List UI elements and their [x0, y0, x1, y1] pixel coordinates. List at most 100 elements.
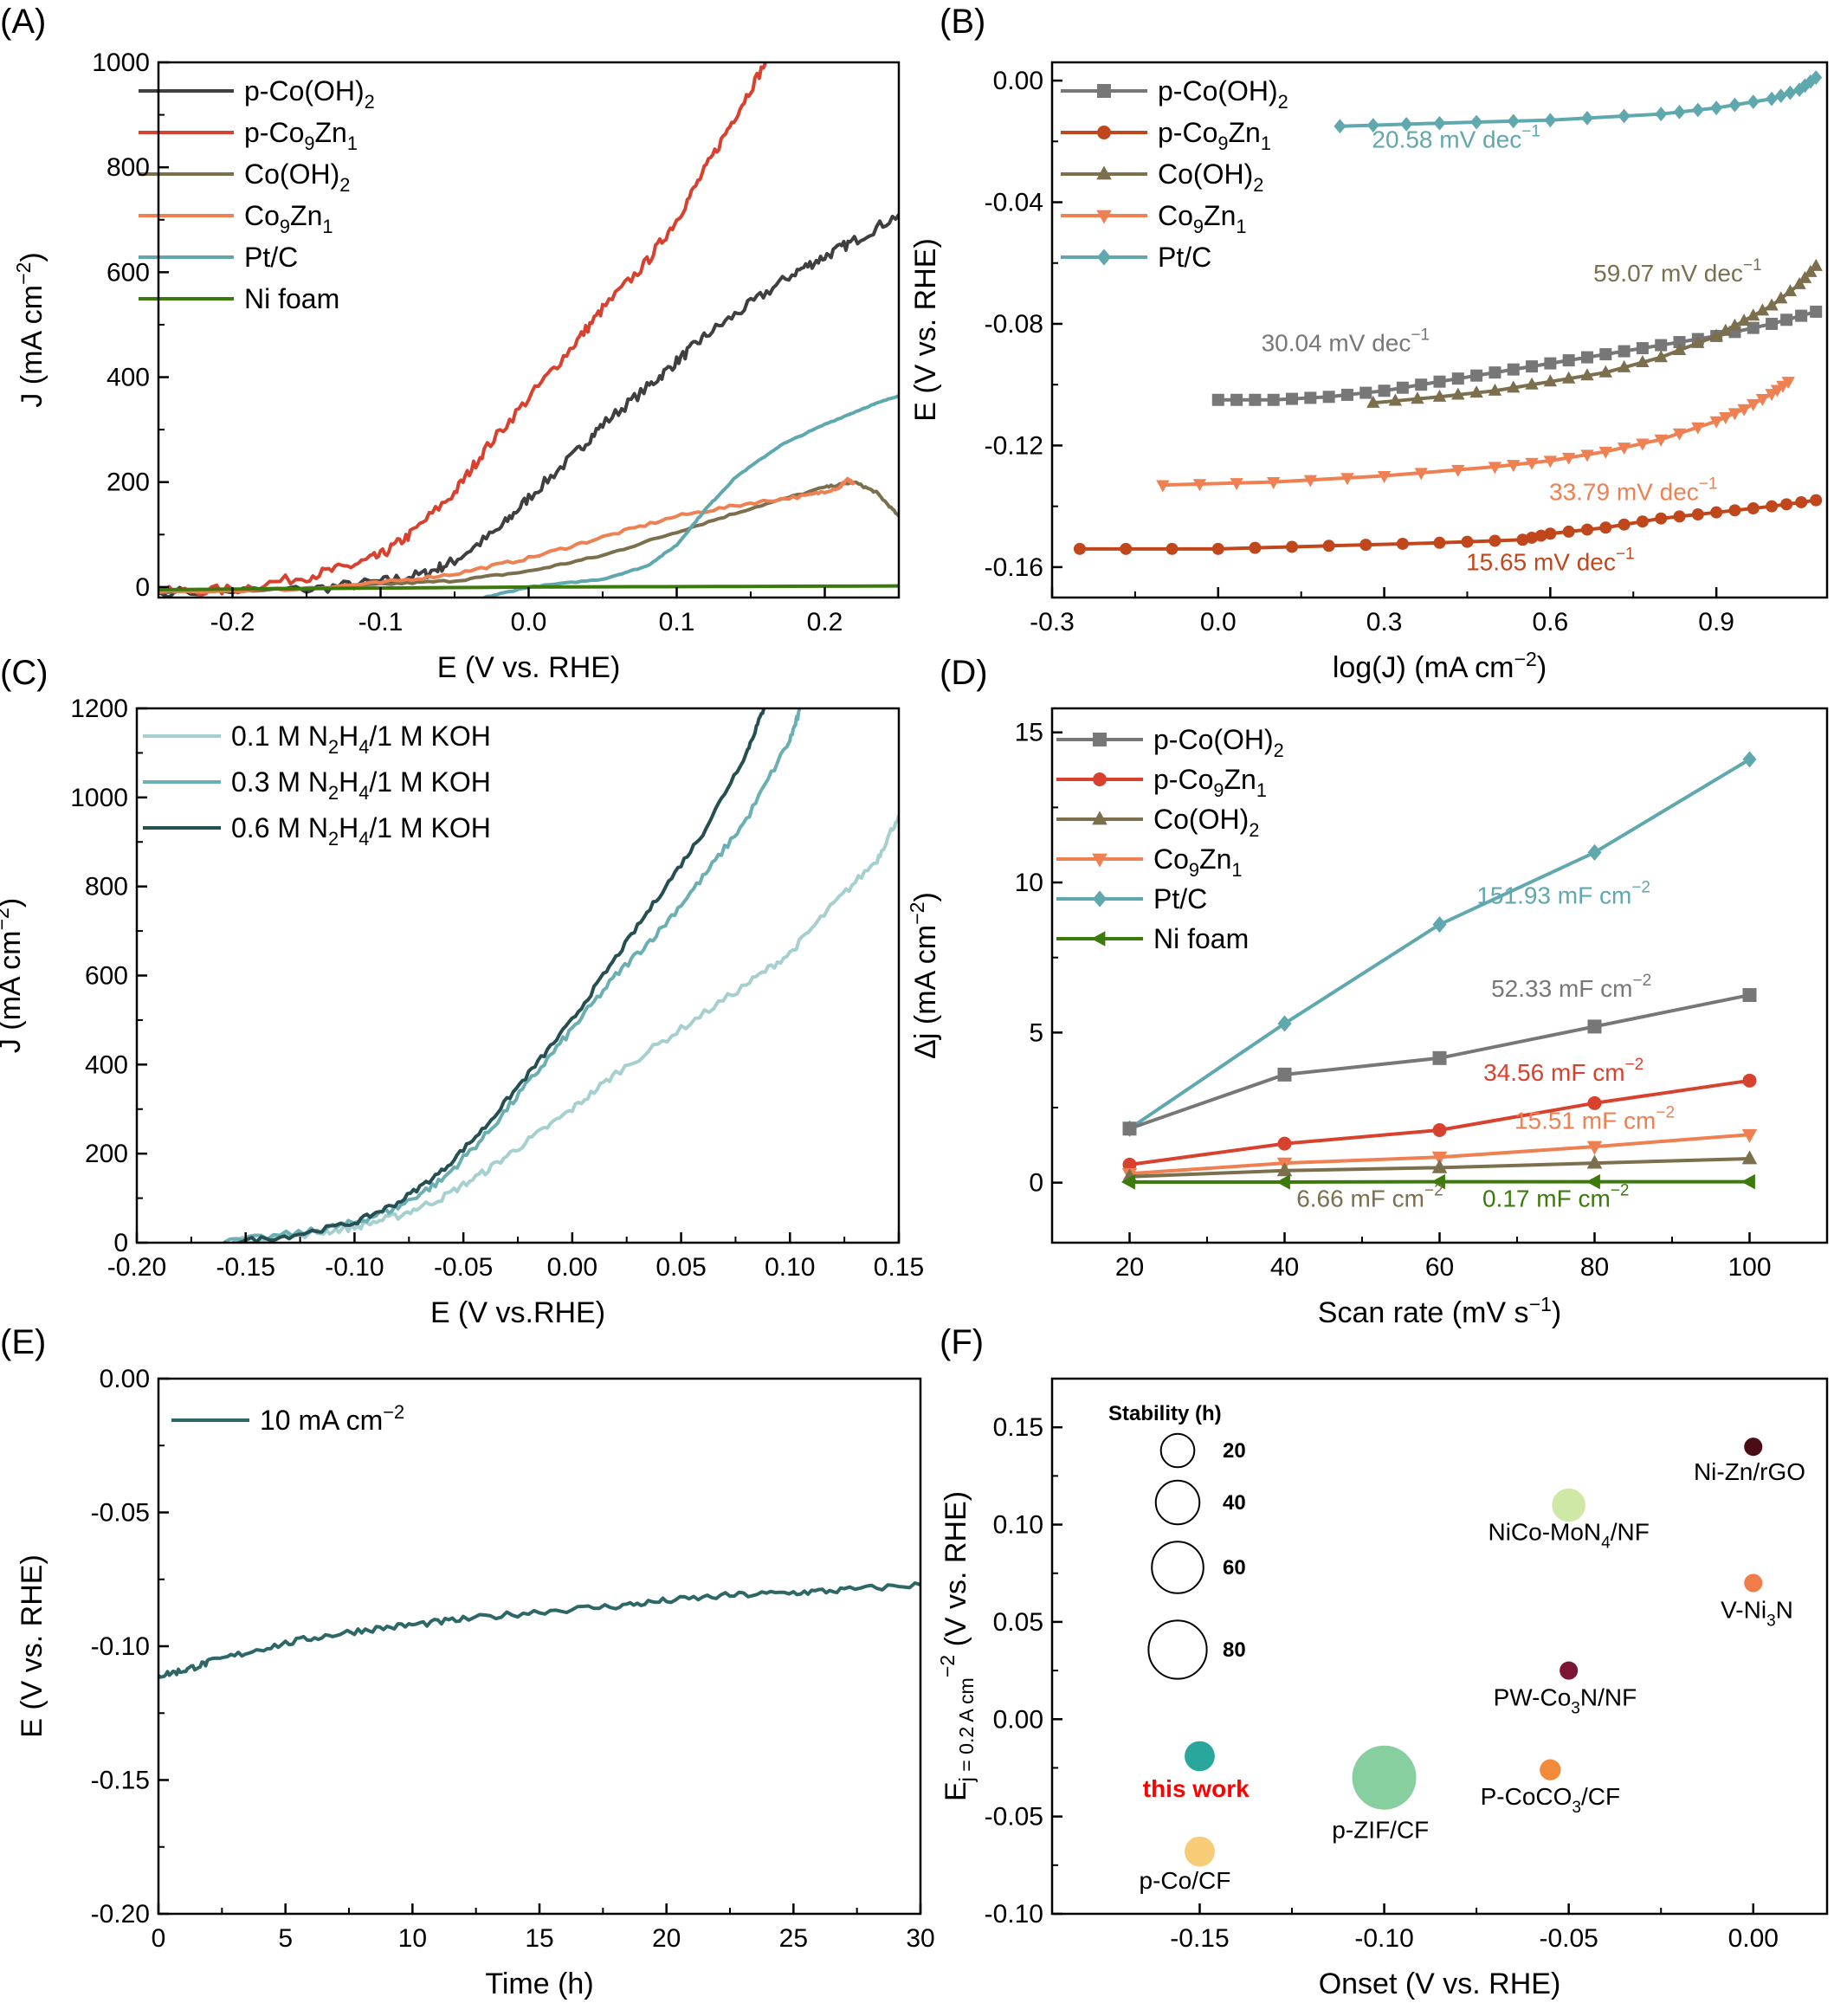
data-point: [1728, 504, 1741, 517]
data-point: [1673, 336, 1686, 349]
data-point: [1267, 476, 1281, 489]
x-tick-label: 20: [652, 1924, 681, 1953]
data-point: [1488, 462, 1502, 475]
data-point: [1793, 82, 1806, 98]
y-tick-label: 200: [85, 1140, 128, 1168]
x-tick-label: 0.15: [874, 1253, 924, 1282]
x-tick-label: 0.00: [547, 1253, 597, 1282]
y-tick-label: -0.10: [91, 1632, 150, 1661]
y-tick-label: 800: [107, 153, 150, 182]
plot-area: [158, 62, 899, 598]
data-point: [1378, 384, 1391, 397]
data-point: [1727, 408, 1742, 421]
y-axis-label: E (V vs. RHE): [909, 238, 942, 422]
data-point: [1587, 843, 1602, 861]
x-tick-label: 0.0: [511, 608, 547, 636]
x-tick-label: 0.3: [1366, 608, 1403, 636]
y-tick-label: -0.05: [91, 1499, 150, 1528]
data-point: [1587, 1095, 1602, 1110]
data-point: [1411, 391, 1424, 404]
y-tick-label: 800: [85, 873, 128, 901]
legend-label: p-Co(OH)2: [244, 75, 375, 113]
data-point: [1122, 1121, 1137, 1136]
data-point: [1673, 104, 1686, 120]
series-line: [158, 62, 767, 598]
data-point: [1810, 494, 1823, 507]
data-point: [1432, 389, 1447, 402]
data-point: [1741, 1150, 1758, 1165]
data-point: [1783, 284, 1798, 297]
legend-label: Co9Zn1: [1153, 843, 1242, 881]
data-point: [1654, 434, 1668, 447]
data-point: [1747, 308, 1760, 321]
data-point: [1525, 457, 1539, 470]
data-point: [1120, 542, 1133, 555]
data-point: [1727, 318, 1742, 331]
x-tick-label: -0.15: [216, 1253, 275, 1282]
series-line: [158, 213, 899, 598]
data-point: [1396, 537, 1409, 550]
size-legend-value: 60: [1223, 1556, 1246, 1580]
size-legend-value: 40: [1223, 1491, 1246, 1515]
legend-entry: 0.6 M N2H4/1 M KOH: [143, 812, 491, 850]
y-axis-label: E (V vs. RHE): [16, 1554, 48, 1738]
data-point: [1709, 328, 1723, 341]
annotation: 33.79 mV dec−1: [1549, 475, 1717, 506]
size-legend-circle: [1151, 1541, 1204, 1594]
x-tick-label: -0.15: [1170, 1924, 1229, 1953]
legend-entry: p-Co(OH)2: [1061, 75, 1288, 113]
y-tick-label: 0.00: [993, 1705, 1043, 1734]
x-tick-label: 0.2: [807, 608, 843, 636]
legend-label: 10 mA cm−2: [260, 1401, 404, 1436]
panel-D: (D) 151.93 mF cm−2 52.33 mF cm−2 34.56 mF c…: [906, 654, 1829, 1329]
data-point: [1275, 1174, 1290, 1190]
data-point: [1710, 100, 1723, 116]
point-label: p-Co/CF: [1140, 1867, 1231, 1894]
legend-entry: Ni foam: [139, 283, 339, 314]
series-line: [483, 393, 899, 598]
annotation: 0.17 mF cm−2: [1482, 1181, 1630, 1212]
y-tick-label: 1000: [70, 784, 128, 812]
x-tick-label: 80: [1580, 1253, 1609, 1282]
point-label: V-Ni3N: [1721, 1596, 1793, 1630]
data-point: [1598, 365, 1612, 378]
data-point: [1672, 428, 1687, 441]
data-point: [1192, 479, 1207, 492]
annotation: 34.56 mF cm−2: [1483, 1056, 1643, 1086]
size-legend-circle: [1159, 1432, 1196, 1469]
data-point: [1765, 298, 1779, 311]
data-point: [1618, 345, 1631, 358]
x-tick-label: 0.9: [1698, 608, 1734, 636]
legend-entry: Ni foam: [1056, 923, 1249, 954]
data-point: [1120, 1174, 1135, 1190]
data-point: [1433, 536, 1446, 549]
y-tick-label: 0.05: [993, 1608, 1043, 1637]
axes-frame: [1050, 1377, 1829, 1916]
bubble: [1185, 1836, 1215, 1867]
data-point: [1710, 506, 1723, 519]
data-point: [1691, 422, 1705, 435]
data-point: [1340, 473, 1354, 486]
legend-entry: p-Co(OH)2: [1056, 724, 1284, 761]
bubble: [1540, 1759, 1561, 1780]
data-point: [1737, 404, 1751, 417]
bubble: [1744, 1573, 1763, 1593]
size-legend-circle: [1147, 1619, 1208, 1680]
data-point: [1719, 412, 1733, 425]
data-point: [1211, 542, 1224, 555]
data-point: [1654, 350, 1668, 363]
data-point: [1580, 368, 1594, 381]
x-tick-label: 0: [152, 1924, 166, 1953]
x-tick-label: 25: [779, 1924, 808, 1953]
y-tick-label: -0.10: [985, 1900, 1043, 1929]
x-axis-label: Time (h): [485, 1968, 593, 2000]
data-point: [1781, 377, 1795, 390]
annotation: 52.33 mF cm−2: [1491, 972, 1651, 1002]
data-point: [1742, 1073, 1757, 1088]
data-point: [1431, 1159, 1448, 1173]
data-point: [1709, 416, 1723, 429]
y-tick-label: -0.08: [985, 310, 1043, 339]
panel-B: (B) 20.58 mV dec−1 59.07 mV dec−1 30.04 mV …: [909, 3, 1829, 684]
data-point: [1277, 1015, 1292, 1032]
panel-F: (F) Ni-Zn/rGO NiCo-MoN4/NF V-Ni3N PW-Co3N/NF…: [936, 1323, 1829, 2000]
